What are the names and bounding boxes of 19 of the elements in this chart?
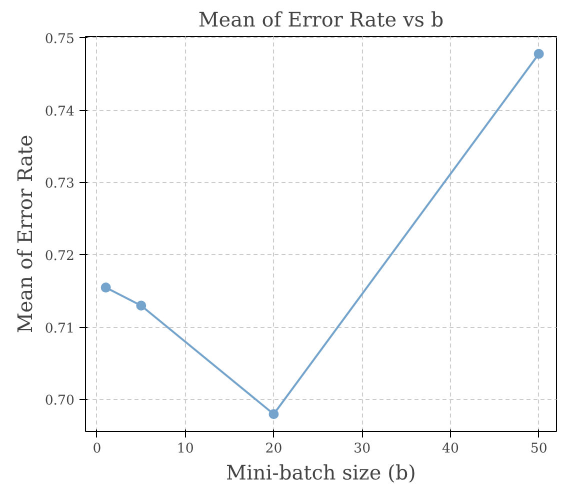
point <box>268 409 279 420</box>
y-tick-label: 0.72 <box>44 248 75 264</box>
y-tick-label: 0.74 <box>44 104 75 120</box>
x-tick-label: 50 <box>530 442 548 456</box>
chart-title: Mean of Error Rate vs b <box>198 8 444 32</box>
y-axis-title: Mean of Error Rate <box>12 134 37 334</box>
point <box>136 300 146 311</box>
x-tick-label: 10 <box>176 442 194 456</box>
y-tick-label: 0.70 <box>44 394 75 409</box>
y-tick-label: 0.73 <box>44 176 75 192</box>
x-tick-label: 40 <box>442 442 459 456</box>
point <box>100 282 111 293</box>
x-axis-title: Mini-batch size (b) <box>226 460 416 484</box>
x-tick-label: 0 <box>92 442 102 456</box>
y-tick-label: 0.75 <box>44 32 75 47</box>
x-tick-label: 20 <box>265 442 282 456</box>
y-tick-label: 0.71 <box>44 321 75 336</box>
point <box>534 48 544 59</box>
x-tick-label: 30 <box>354 442 371 456</box>
